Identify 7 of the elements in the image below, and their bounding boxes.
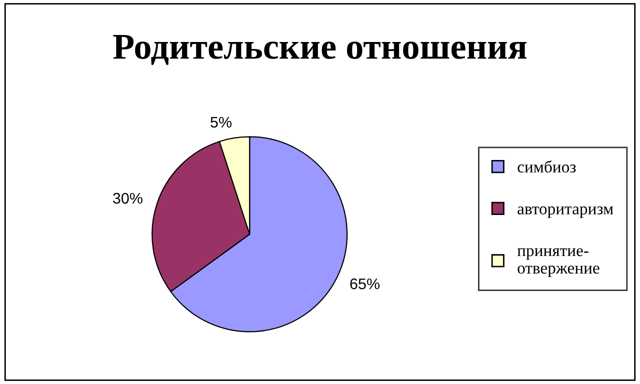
- legend-label: авторитаризм: [518, 206, 614, 218]
- chart-title: Родительские отношения: [113, 34, 526, 65]
- legend-label: симбиоз: [518, 160, 576, 173]
- data-label: 65%: [350, 278, 380, 290]
- data-label: 30%: [112, 192, 142, 204]
- legend-label: принятие- отвержение: [517, 248, 600, 278]
- data-label: 5%: [210, 116, 232, 128]
